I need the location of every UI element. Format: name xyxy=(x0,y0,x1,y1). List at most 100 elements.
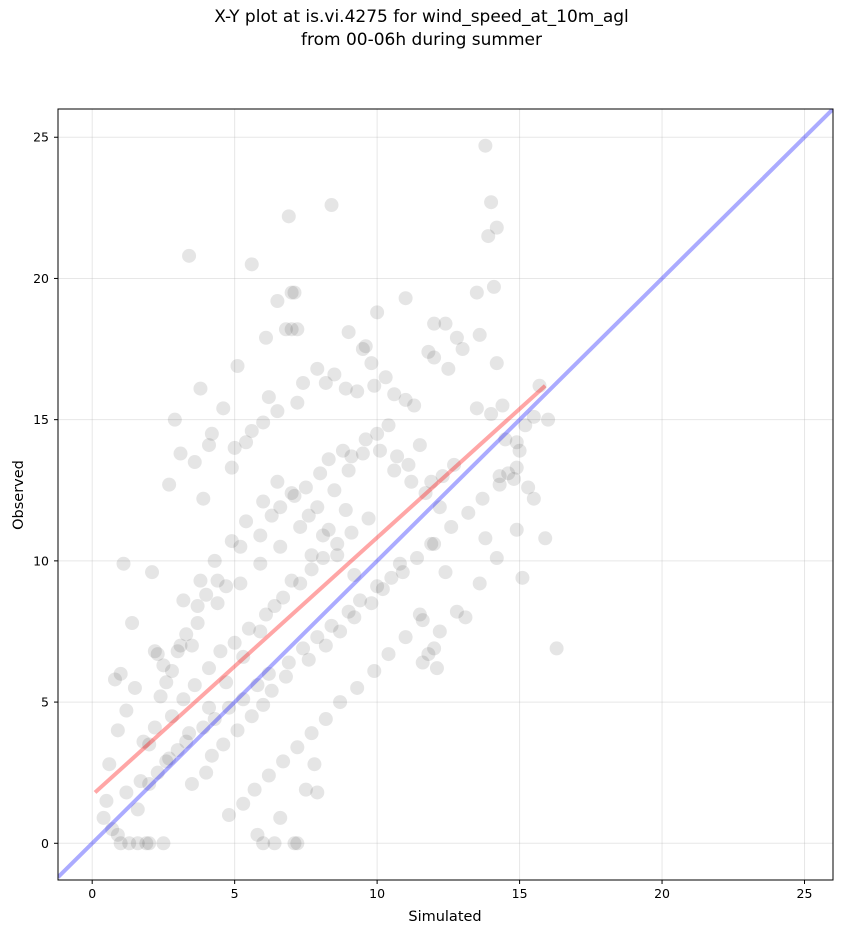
scatter-point xyxy=(162,477,177,492)
scatter-point xyxy=(310,361,325,376)
scatter-point xyxy=(270,404,285,419)
scatter-point xyxy=(270,474,285,489)
scatter-point xyxy=(367,664,382,679)
scatter-point xyxy=(358,339,373,354)
scatter-point xyxy=(415,613,430,628)
scatter-point xyxy=(461,505,476,520)
scatter-point xyxy=(284,486,299,501)
scatter-point xyxy=(276,754,291,769)
scatter-point xyxy=(318,712,333,727)
scatter-point xyxy=(427,316,442,331)
scatter-point xyxy=(113,666,128,681)
grid xyxy=(58,109,833,880)
scatter-point xyxy=(164,709,179,724)
scatter-point xyxy=(338,503,353,518)
scatter-point xyxy=(244,709,259,724)
scatter-point xyxy=(330,548,345,563)
scatter-point xyxy=(256,415,271,430)
scatter-point xyxy=(432,500,447,515)
scatter-point xyxy=(310,785,325,800)
scatter-point xyxy=(287,836,302,851)
scatter-point xyxy=(210,573,225,588)
scatter-point xyxy=(219,579,234,594)
scatter-point xyxy=(307,757,322,772)
scatter-point xyxy=(347,567,362,582)
scatter-point xyxy=(179,734,194,749)
axis-ticks: 0 5 10 15 20 25 0 5 10 15 20 25 xyxy=(33,130,812,901)
scatter-point xyxy=(244,257,259,272)
scatter-point xyxy=(202,700,217,715)
scatter-point xyxy=(261,768,276,783)
scatter-point xyxy=(290,740,305,755)
data-points xyxy=(96,138,564,851)
scatter-point xyxy=(418,486,433,501)
scatter-point xyxy=(290,395,305,410)
x-axis-label: Simulated xyxy=(408,909,481,925)
scatter-point xyxy=(107,672,122,687)
scatter-point xyxy=(102,757,117,772)
y-tick-label: 0 xyxy=(41,836,49,851)
scatter-point xyxy=(318,375,333,390)
scatter-point xyxy=(273,810,288,825)
scatter-point xyxy=(170,644,185,659)
scatter-point xyxy=(258,330,273,345)
scatter-point xyxy=(224,534,239,549)
x-tick-label: 0 xyxy=(88,886,96,901)
scatter-point xyxy=(187,678,202,693)
scatter-point xyxy=(159,754,174,769)
scatter-point xyxy=(455,342,470,357)
scatter-point xyxy=(444,519,459,534)
scatter-point xyxy=(449,604,464,619)
scatter-point xyxy=(501,466,516,481)
scatter-point xyxy=(324,198,339,213)
scatter-point xyxy=(256,494,271,509)
scatter-point xyxy=(142,836,157,851)
scatter-point xyxy=(256,836,271,851)
scatter-point xyxy=(372,443,387,458)
scatter-point xyxy=(236,796,251,811)
scatter-point xyxy=(207,712,222,727)
scatter-point xyxy=(182,248,197,263)
scatter-point xyxy=(233,576,248,591)
scatter-point xyxy=(258,607,273,622)
scatter-point xyxy=(327,367,342,382)
x-tick-label: 20 xyxy=(654,886,670,901)
scatter-point xyxy=(435,469,450,484)
scatter-point xyxy=(176,593,191,608)
scatter-point xyxy=(293,576,308,591)
scatter-point xyxy=(315,528,330,543)
scatter-point xyxy=(518,418,533,433)
scatter-point xyxy=(241,621,256,636)
scatter-point xyxy=(202,438,217,453)
scatter-point xyxy=(119,785,134,800)
scatter-point xyxy=(119,703,134,718)
scatter-point xyxy=(227,440,242,455)
scatter-point xyxy=(147,644,162,659)
scatter-point xyxy=(350,680,365,695)
y-axis-label: Observed xyxy=(11,460,27,530)
scatter-point xyxy=(364,356,379,371)
x-tick-label: 5 xyxy=(231,886,239,901)
scatter-point xyxy=(427,536,442,551)
scatter-point xyxy=(538,531,553,546)
scatter-point xyxy=(484,407,499,422)
scatter-point xyxy=(532,378,547,393)
scatter-point xyxy=(341,604,356,619)
scatter-point xyxy=(441,361,456,376)
scatter-point xyxy=(162,751,177,766)
scatter-point xyxy=(304,726,319,741)
chart-title: X-Y plot at is.vi.4275 for wind_speed_at… xyxy=(0,6,843,52)
scatter-point xyxy=(318,638,333,653)
scatter-point xyxy=(298,782,313,797)
scatter-point xyxy=(424,536,439,551)
scatter-point xyxy=(196,491,211,506)
scatter-point xyxy=(495,398,510,413)
scatter-point xyxy=(204,748,219,763)
scatter-point xyxy=(216,737,231,752)
scatter-point xyxy=(344,525,359,540)
scatter-point xyxy=(447,457,462,472)
scatter-point xyxy=(130,802,145,817)
scatter-point xyxy=(304,562,319,577)
scatter-point xyxy=(296,375,311,390)
